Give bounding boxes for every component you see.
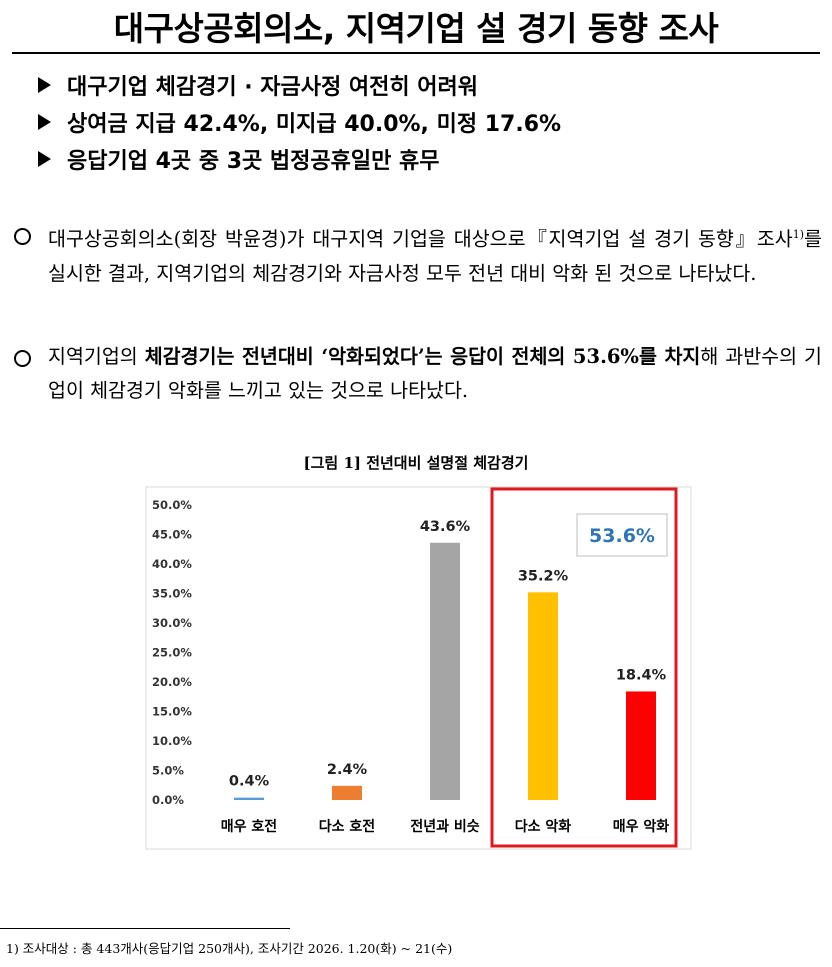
- bar-data-label: 43.6%: [420, 519, 471, 535]
- bar: [528, 592, 558, 800]
- bar: [430, 542, 460, 800]
- bullet-item: 대구기업 체감경기 · 자금사정 여전히 어려워: [38, 66, 561, 103]
- bullet-item: 응답기업 4곳 중 3곳 법정공휴일만 휴무: [38, 140, 561, 177]
- bar: [332, 785, 362, 800]
- x-tick-label: 다소 악화: [515, 818, 572, 835]
- bar-data-label: 2.4%: [327, 762, 368, 778]
- x-tick-label: 매우 호전: [221, 818, 277, 835]
- y-tick-label: 10.0%: [152, 734, 192, 748]
- bar-data-label: 18.4%: [616, 667, 667, 683]
- bullet-text: 상여금 지급 42.4%, 미지급 40.0%, 미정 17.6%: [67, 111, 562, 137]
- y-tick-label: 35.0%: [152, 587, 192, 601]
- paragraph-text: 지역기업의: [48, 345, 145, 368]
- y-tick-label: 40.0%: [152, 557, 192, 571]
- circle-bullet-icon: [14, 228, 31, 245]
- y-tick-label: 25.0%: [152, 646, 192, 660]
- x-tick-label: 매우 악화: [613, 818, 670, 835]
- bullet-item: 상여금 지급 42.4%, 미지급 40.0%, 미정 17.6%: [38, 103, 561, 140]
- footnote-divider: [0, 928, 290, 929]
- y-tick-label: 0.0%: [152, 793, 184, 807]
- triangle-bullet-icon: [38, 76, 51, 93]
- bar: [234, 797, 264, 800]
- paragraph-text: 해 과반수의 기업이 체감경기 악화를 느끼고 있는 것으로 나타났다.: [48, 345, 822, 402]
- highlight-total-label: 53.6%: [589, 525, 655, 547]
- y-tick-label: 45.0%: [152, 528, 192, 542]
- bullet-text: 대구기업 체감경기 · 자금사정 여전히 어려워: [67, 74, 478, 100]
- y-tick-label: 15.0%: [152, 705, 192, 719]
- y-tick-label: 20.0%: [152, 675, 192, 689]
- bar-data-label: 35.2%: [518, 568, 569, 584]
- paragraph-text: 대구상공회의소(회장 박윤경)가 대구지역 기업을 대상으로『지역기업 설 경기…: [48, 227, 793, 251]
- x-tick-label: 다소 호전: [319, 818, 375, 835]
- triangle-bullet-icon: [38, 113, 51, 130]
- bar: [626, 691, 656, 800]
- y-tick-label: 50.0%: [152, 498, 192, 512]
- paragraph-survey-summary: 대구상공회의소(회장 박윤경)가 대구지역 기업을 대상으로『지역기업 설 경기…: [12, 218, 822, 291]
- bullet-text: 응답기업 4곳 중 3곳 법정공휴일만 휴무: [67, 148, 440, 174]
- figure-caption: [그림 1] 전년대비 설명절 체감경기: [303, 454, 529, 472]
- page-title: 대구상공회의소, 지역기업 설 경기 동향 조사: [113, 9, 719, 48]
- title-underline: [12, 52, 820, 54]
- circle-bullet-icon: [14, 350, 31, 367]
- triangle-bullet-icon: [38, 150, 51, 167]
- highlight-frame: [490, 487, 678, 848]
- x-axis: 매우 호전 다소 호전 전년과 비슷 다소 악화 매우 악화: [221, 818, 670, 835]
- y-tick-label: 30.0%: [152, 616, 192, 630]
- y-axis: 0.0% 5.0% 10.0% 15.0% 20.0% 25.0% 30.0% 35.0% 40…: [152, 498, 192, 807]
- paragraph-bold-text: 체감경기는 전년대비 ‘악화되었다’는 응답이 전체의 53.6%를 차지: [144, 345, 701, 368]
- bar-data-label: 0.4%: [229, 774, 270, 790]
- highlight-label-box: [576, 513, 668, 557]
- y-tick-label: 5.0%: [152, 764, 184, 778]
- bar-chart: 0.0% 5.0% 10.0% 15.0% 20.0% 25.0% 30.0% 35.0% 40…: [145, 486, 692, 850]
- footnote: 1) 조사대상 : 총 443개사(응답기업 250개사), 조사기간 2026…: [6, 941, 453, 956]
- x-tick-label: 전년과 비슷: [410, 818, 479, 835]
- footnote-reference: 1): [792, 228, 805, 241]
- bar-series: 0.4% 2.4% 43.6% 35.2% 18.4%: [229, 519, 667, 800]
- paragraph-text: 를 실시한 결과, 지역기업의 체감경기와 자금사정 모두 전년 대비 악화 된…: [48, 227, 822, 285]
- paragraph-sentiment: 지역기업의 체감경기는 전년대비 ‘악화되었다’는 응답이 전체의 53.6%를…: [12, 340, 822, 408]
- headline-bullets: 대구기업 체감경기 · 자금사정 여전히 어려워 상여금 지급 42.4%, 미…: [38, 66, 561, 177]
